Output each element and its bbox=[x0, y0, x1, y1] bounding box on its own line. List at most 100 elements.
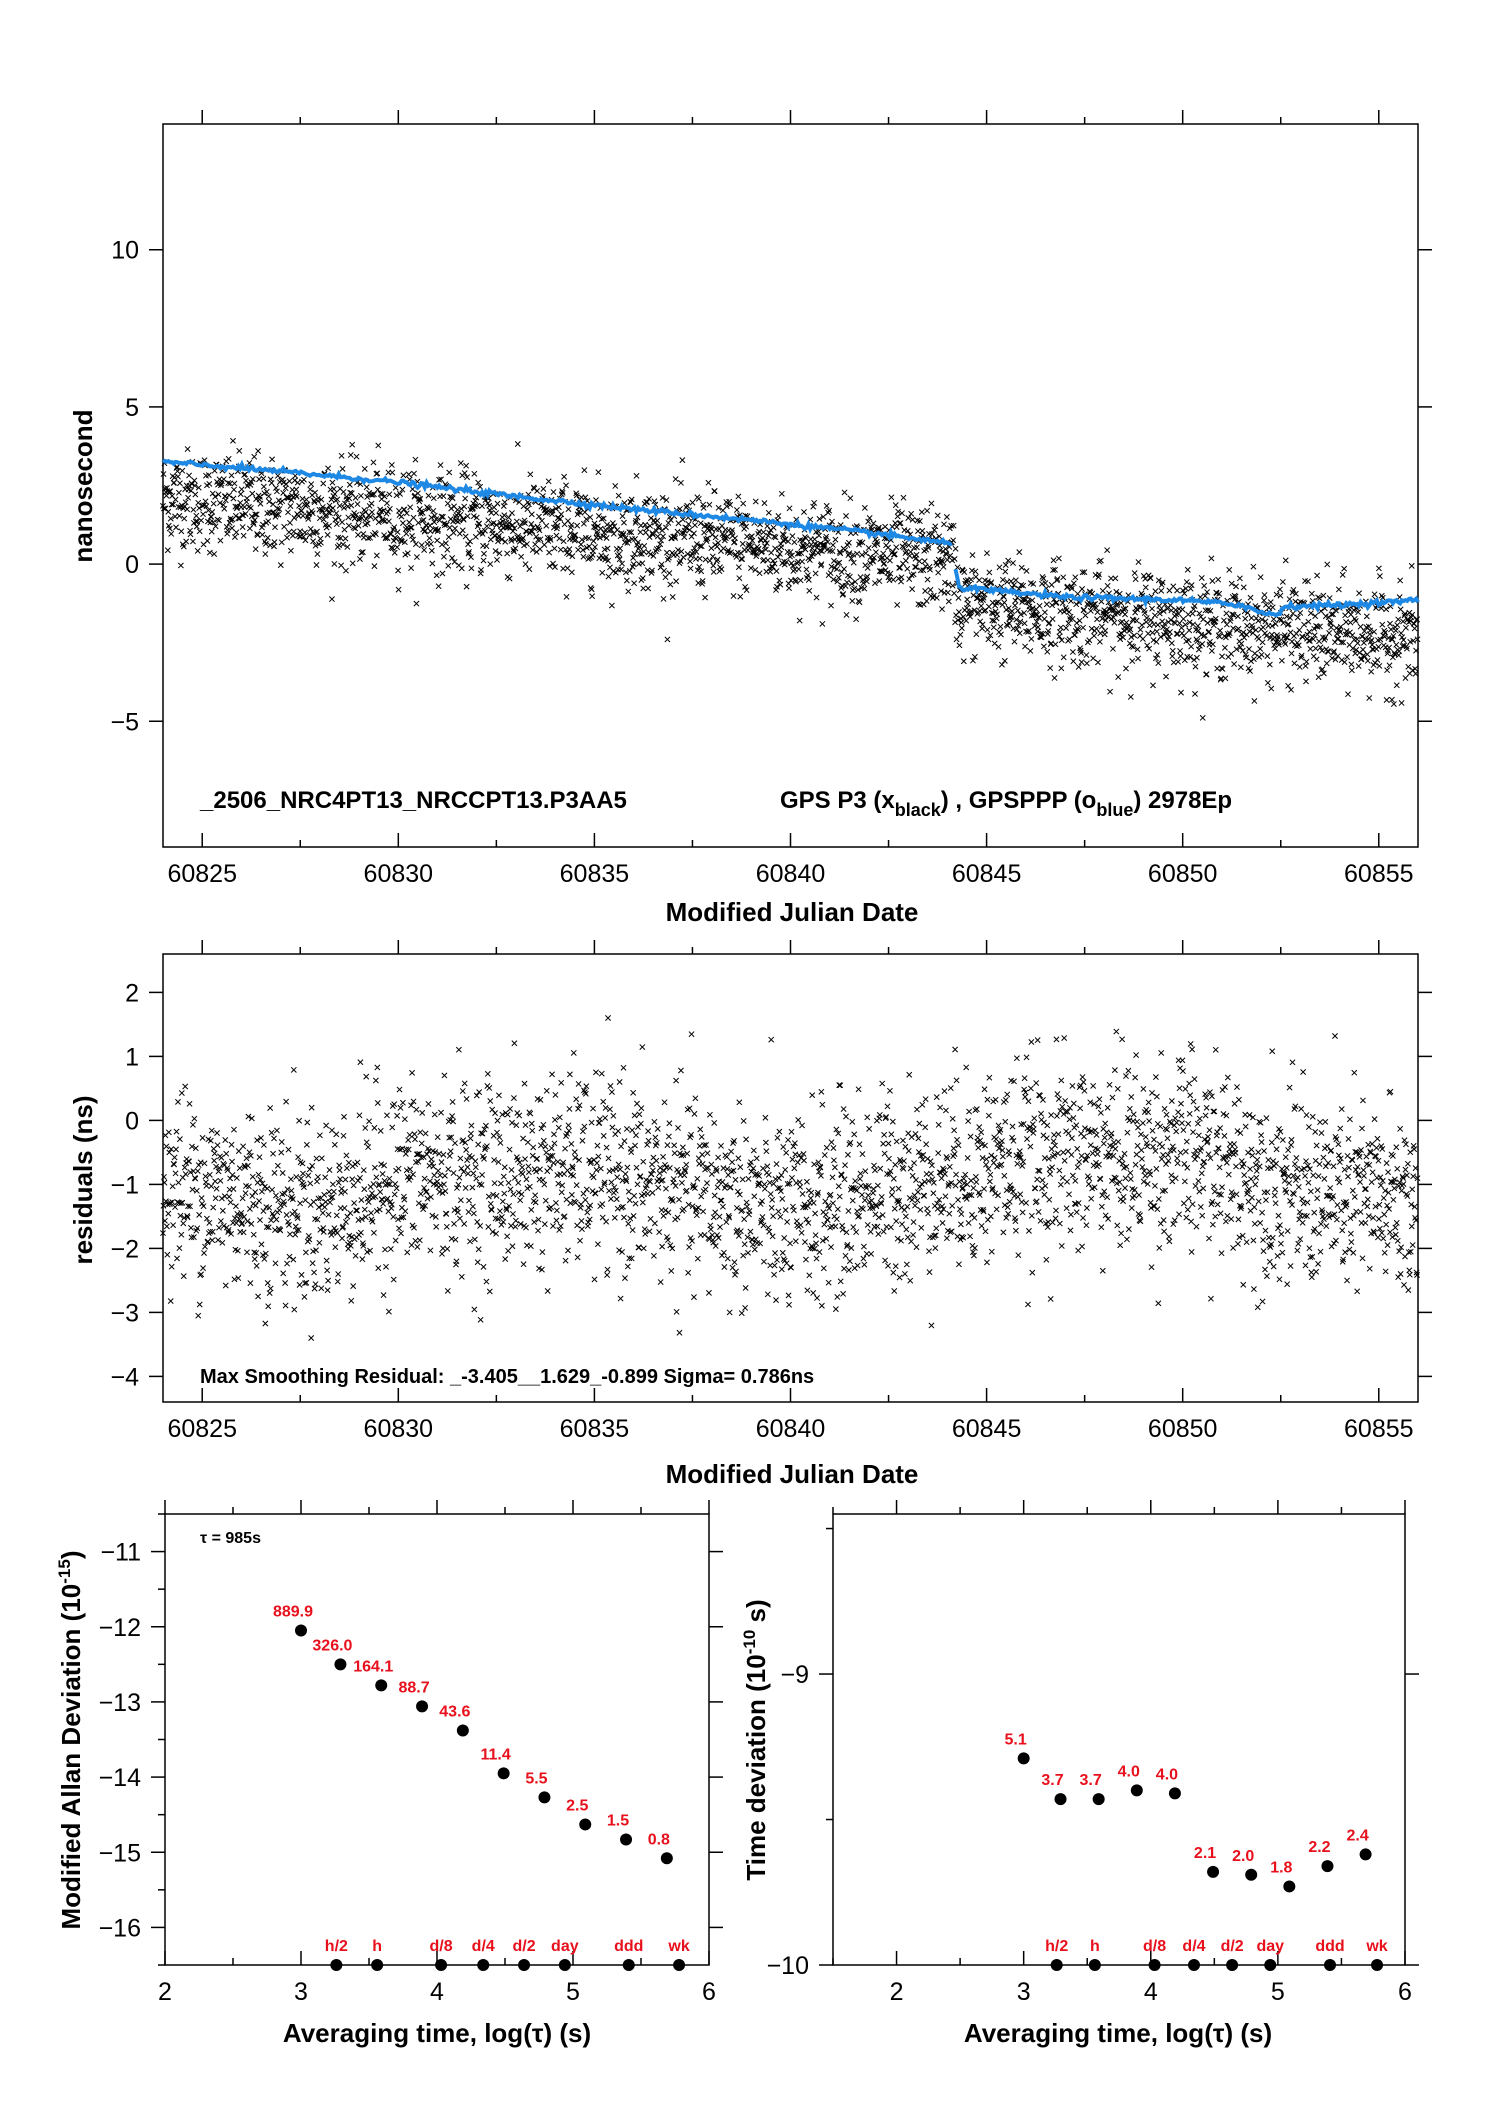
residual-point bbox=[360, 1167, 367, 1174]
residual-point bbox=[935, 1121, 942, 1128]
residual-point bbox=[270, 1150, 277, 1157]
residual-point bbox=[444, 1287, 451, 1294]
ts-point bbox=[1395, 616, 1402, 623]
residual-point bbox=[1001, 1202, 1008, 1209]
ts-point bbox=[778, 490, 785, 497]
residual-point bbox=[1183, 1138, 1190, 1145]
ts-point bbox=[1288, 686, 1295, 693]
residual-point bbox=[593, 1069, 599, 1076]
ts-point bbox=[470, 513, 477, 520]
residual-point bbox=[1068, 1151, 1075, 1158]
residual-point bbox=[450, 1170, 457, 1176]
residual-point bbox=[835, 1183, 842, 1190]
timeseries-annotation-legend: GPS P3 (xblack) , GPSPPP (oblue) 2978Ep bbox=[780, 787, 1232, 820]
ts-point bbox=[1188, 582, 1195, 589]
ts-point bbox=[320, 480, 327, 487]
residual-point bbox=[1123, 1073, 1129, 1080]
ts-point bbox=[770, 524, 777, 531]
ts-point bbox=[355, 531, 361, 538]
residual-point bbox=[954, 1136, 960, 1143]
ts-point bbox=[637, 529, 644, 536]
residual-point bbox=[282, 1280, 289, 1286]
ts-point bbox=[1314, 572, 1321, 579]
ts-point bbox=[529, 547, 536, 553]
ts-point bbox=[543, 522, 550, 529]
ts-point bbox=[1069, 648, 1076, 655]
residual-point bbox=[192, 1175, 199, 1182]
residual-point bbox=[323, 1257, 330, 1264]
residual-point bbox=[233, 1175, 240, 1181]
residual-point bbox=[893, 1218, 900, 1225]
residual-point bbox=[766, 1179, 773, 1186]
ts-point bbox=[272, 524, 278, 531]
ts-point bbox=[969, 552, 976, 559]
ts-point bbox=[505, 524, 512, 531]
residual-point bbox=[992, 1190, 999, 1197]
residual-point bbox=[451, 1220, 458, 1227]
ts-point bbox=[1041, 609, 1048, 616]
ts-point bbox=[303, 496, 310, 503]
residual-point bbox=[1273, 1160, 1280, 1167]
ts-point bbox=[338, 562, 345, 569]
residual-point bbox=[851, 1131, 858, 1138]
ts-point bbox=[427, 540, 434, 547]
ts-point bbox=[339, 465, 346, 472]
ts-point bbox=[1312, 645, 1319, 652]
ts-point bbox=[1040, 575, 1047, 582]
residual-point bbox=[837, 1278, 844, 1285]
ts-point bbox=[1049, 616, 1056, 622]
residual-point bbox=[1266, 1258, 1273, 1265]
ts-point bbox=[1099, 587, 1106, 594]
ts-point bbox=[712, 534, 719, 541]
ts-point bbox=[461, 503, 468, 510]
ts-point bbox=[697, 520, 704, 527]
residual-point bbox=[1189, 1201, 1196, 1208]
residual-point bbox=[1158, 1049, 1165, 1056]
residual-point bbox=[1111, 1067, 1118, 1074]
residual-point bbox=[1133, 1151, 1140, 1158]
ts-point bbox=[331, 491, 338, 497]
residual-point bbox=[620, 1064, 627, 1071]
residual-point bbox=[740, 1118, 747, 1124]
ts-point bbox=[224, 527, 231, 534]
residual-point bbox=[504, 1111, 511, 1118]
residual-point bbox=[953, 1171, 960, 1178]
residual-point bbox=[1027, 1085, 1034, 1092]
residual-point bbox=[516, 1159, 523, 1166]
ts-point bbox=[517, 523, 524, 530]
residual-point bbox=[769, 1196, 776, 1203]
residual-point bbox=[1074, 1164, 1081, 1171]
ts-point bbox=[551, 545, 558, 552]
residual-point bbox=[657, 1164, 664, 1171]
residual-point bbox=[1119, 1036, 1126, 1043]
residual-point bbox=[951, 1127, 958, 1134]
ts-point bbox=[1104, 547, 1111, 554]
ts-point bbox=[481, 550, 487, 557]
ts-point bbox=[479, 503, 486, 510]
residual-point bbox=[334, 1278, 341, 1285]
residual-point bbox=[779, 1195, 786, 1202]
residual-point bbox=[1154, 1206, 1161, 1213]
residual-point bbox=[590, 1105, 597, 1112]
residual-point bbox=[1114, 1222, 1121, 1229]
residual-point bbox=[255, 1171, 262, 1178]
residual-point bbox=[314, 1173, 321, 1180]
ts-point bbox=[710, 562, 717, 569]
ts-point bbox=[514, 441, 521, 447]
ts-point bbox=[340, 541, 346, 548]
residual-point bbox=[431, 1111, 438, 1118]
residual-point bbox=[1218, 1250, 1225, 1257]
residual-point bbox=[708, 1161, 715, 1168]
ts-point bbox=[1011, 602, 1018, 609]
residual-point bbox=[300, 1170, 306, 1177]
residual-point bbox=[396, 1086, 403, 1093]
residual-point bbox=[161, 1173, 167, 1180]
residual-point bbox=[458, 1165, 465, 1172]
residual-point bbox=[418, 1140, 425, 1147]
residual-point bbox=[774, 1134, 781, 1141]
ts-point bbox=[1152, 588, 1159, 595]
ts-point bbox=[240, 532, 247, 539]
ts-point bbox=[297, 528, 304, 535]
ts-point bbox=[1209, 578, 1216, 584]
residual-point bbox=[1090, 1082, 1097, 1089]
